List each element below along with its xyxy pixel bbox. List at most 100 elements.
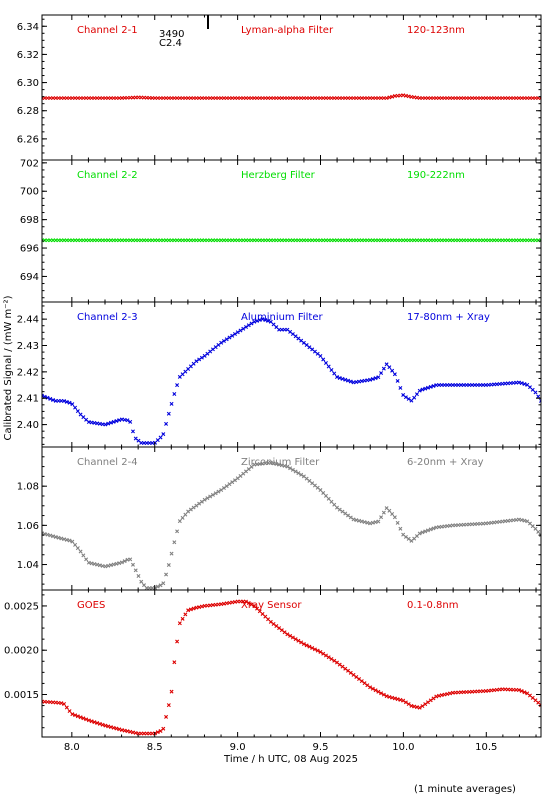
data-point [59,536,64,541]
data-point [175,639,180,644]
y-tick-label: 700 [20,187,39,198]
data-point [199,355,204,360]
data-point [373,376,378,381]
y-tick-label: 0.0015 [4,690,39,701]
data-point [406,702,411,707]
data-point [519,381,524,386]
panel-frame [41,14,542,161]
data-point [301,642,306,646]
data-point [376,519,381,524]
data-point [111,725,116,730]
data-point [401,93,406,98]
data-point [398,385,403,390]
data-point [114,418,119,423]
data-point [164,572,169,577]
panel-label: Zirconium Filter [241,457,320,468]
data-point [208,494,213,499]
data-point [108,725,113,730]
x-tick-label: 8.0 [64,742,80,753]
data-point [42,531,44,536]
data-point [199,499,204,504]
data-point [395,520,400,525]
panel-label: Channel 2-3 [77,312,138,323]
flare-marker-number: 3490 [159,29,184,40]
data-point [387,95,392,100]
data-point [161,581,166,586]
data-point [293,469,298,474]
data-point [423,386,428,391]
data-point [97,563,102,568]
data-point [249,321,254,326]
data-point [202,497,207,502]
panel-label: 17-80nm + Xray [407,312,490,323]
data-point [414,392,419,397]
data-point [139,579,144,584]
data-point [197,605,202,610]
panel-4: 1.04 1.06 1.08 Channel 2-4 Zirconium Filter 6… [17,446,542,591]
data-point [133,730,138,735]
panel-1: 6.26 6.28 6.30 6.32 6.34 Channel 2-1 Lyman-alp… [17,14,542,161]
x-tick-label: 9.5 [313,742,329,753]
data-point [48,533,53,538]
x-tick-label: 8.5 [147,742,163,753]
data-point [293,637,298,642]
data-point [323,653,328,658]
data-point [271,322,276,327]
data-point [117,727,122,732]
data-point [128,557,133,562]
data-point [219,487,224,492]
flare-marker-class: C2.4 [159,38,182,49]
data-point [194,359,199,364]
data-point [384,694,389,699]
data-point [255,606,260,611]
panel-3: 2.40 2.41 2.42 2.43 2.44 Channel 2-3 Aluminium… [17,301,542,448]
data-point [387,508,392,513]
data-point [95,720,100,725]
data-point [271,461,276,466]
y-tick-label: 2.43 [17,341,39,352]
data-point [340,509,345,514]
data-point [188,607,193,612]
data-point [423,529,428,534]
data-point [224,337,229,342]
data-point [186,608,191,613]
data-point [390,512,395,516]
data-point [403,93,408,98]
y-tick-label: 702 [20,158,39,169]
data-point [519,518,524,523]
data-point [533,390,538,395]
data-point [527,385,532,390]
data-point [95,562,100,567]
data-point [230,333,235,338]
data-point [73,542,78,547]
data-point [51,534,56,539]
data-point [257,318,262,322]
data-point [315,648,320,653]
data-point [133,568,138,573]
series-5 [42,599,541,736]
data-point [194,503,199,508]
data-point [266,318,271,323]
data-point [417,388,422,393]
data-point [246,323,251,328]
data-point [161,726,166,731]
data-point [180,372,185,377]
data-point [59,701,64,706]
data-point [197,357,202,362]
panel-label: Herzberg Filter [241,170,316,181]
data-point [252,604,257,609]
data-point [177,519,182,524]
data-point [351,517,356,522]
y-axis-label: Calibrated Signal / (mW m⁻²) [3,295,14,440]
data-point [136,574,141,578]
data-point [180,616,185,621]
data-point [232,332,237,336]
data-point [412,704,417,709]
data-point [81,415,86,420]
data-point [434,694,439,699]
data-point [527,521,532,526]
data-point [221,486,226,491]
data-point [268,319,273,324]
data-point [439,693,444,698]
data-point [329,499,334,504]
